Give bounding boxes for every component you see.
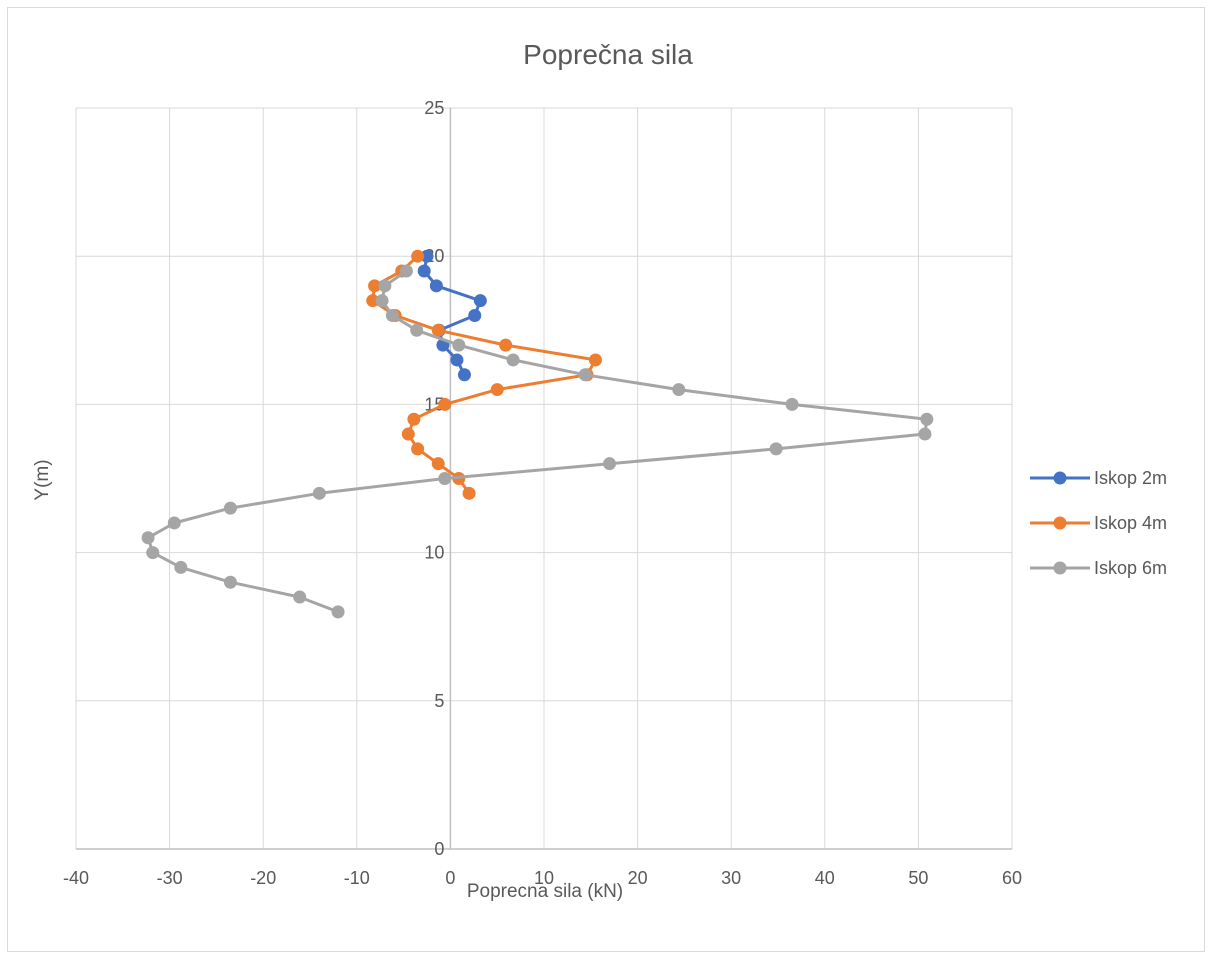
data-point [920, 412, 934, 426]
x-axis-label: Poprecna sila (kN) [467, 881, 623, 902]
data-point [420, 249, 434, 263]
data-point [499, 338, 513, 352]
data-point [146, 546, 160, 560]
data-point [578, 368, 592, 382]
y-tick-label: 5 [434, 691, 444, 711]
chart-title: Poprečna sila [523, 39, 693, 70]
legend: Iskop 2m Iskop 4m Iskop 6m [1030, 468, 1167, 578]
legend-item: Iskop 6m [1030, 558, 1167, 578]
x-tick-label: -10 [344, 868, 370, 888]
legend-label: Iskop 4m [1094, 513, 1167, 533]
data-point [410, 323, 424, 337]
data-point [457, 368, 471, 382]
x-tick-label: -20 [250, 868, 276, 888]
data-point [411, 442, 425, 456]
data-point [399, 264, 413, 278]
grid [75, 107, 1013, 850]
legend-marker [1053, 516, 1067, 530]
legend-marker [1053, 471, 1067, 485]
series-2 [366, 249, 602, 500]
x-tick-label: -40 [63, 868, 89, 888]
data-point [462, 486, 476, 500]
data-point [473, 294, 487, 308]
data-point [603, 457, 617, 471]
y-tick-label: 0 [434, 839, 444, 859]
data-point [490, 383, 504, 397]
data-point [431, 323, 445, 337]
series-line [371, 255, 597, 495]
x-tick-label: 60 [1002, 868, 1022, 888]
data-point [167, 516, 181, 530]
data-point [769, 442, 783, 456]
chart-frame [7, 7, 1205, 952]
x-tick-label: 40 [815, 868, 835, 888]
series-1 [417, 249, 487, 382]
data-point [468, 308, 482, 322]
legend-item: Iskop 2m [1030, 468, 1167, 488]
data-point [223, 501, 237, 515]
legend-marker [1053, 561, 1067, 575]
y-tick-label: 25 [424, 98, 444, 118]
data-point [431, 457, 445, 471]
data-point [452, 338, 466, 352]
y-tick-label: 15 [424, 394, 444, 414]
x-tick-label: -30 [157, 868, 183, 888]
y-axis-label: Y(m) [32, 459, 53, 500]
data-point [174, 560, 188, 574]
legend-label: Iskop 2m [1094, 468, 1167, 488]
data-point [385, 308, 399, 322]
data-point [450, 353, 464, 367]
x-tick-label: 30 [721, 868, 741, 888]
data-point [312, 486, 326, 500]
data-point [672, 383, 686, 397]
data-point [588, 353, 602, 367]
data-point [438, 397, 452, 411]
data-point [331, 605, 345, 619]
data-point [429, 279, 443, 293]
data-point [785, 397, 799, 411]
x-tick-label: 10 [534, 868, 554, 888]
data-point [141, 531, 155, 545]
y-tick-label: 10 [424, 543, 444, 563]
legend-label: Iskop 6m [1094, 558, 1167, 578]
data-point [223, 575, 237, 589]
series-3 [141, 264, 934, 619]
data-point [918, 427, 932, 441]
data-point [368, 279, 382, 293]
data-point [293, 590, 307, 604]
x-tick-label: 50 [908, 868, 928, 888]
data-point [506, 353, 520, 367]
x-tick-label: 0 [445, 868, 455, 888]
data-point [417, 264, 431, 278]
series-line [146, 269, 929, 614]
data-point [366, 294, 380, 308]
x-tick-label: 20 [628, 868, 648, 888]
data-point [375, 294, 389, 308]
series [141, 249, 934, 619]
data-point [438, 472, 452, 485]
data-point [407, 412, 421, 426]
data-point [401, 427, 415, 441]
data-point [411, 249, 425, 263]
legend-item: Iskop 4m [1030, 513, 1167, 533]
data-point [378, 279, 392, 293]
